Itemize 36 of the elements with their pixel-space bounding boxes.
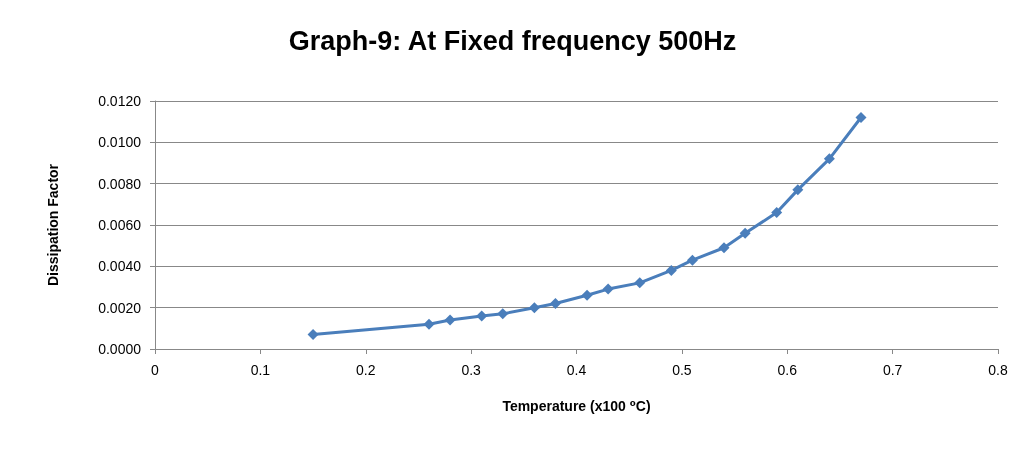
y-tick-label: 0.0120: [98, 93, 142, 109]
point: [444, 314, 456, 326]
y-tick-label: 0.0020: [98, 299, 142, 316]
y-tick-label: 0.0060: [98, 217, 142, 233]
x-tick-label: 0.1: [250, 362, 271, 378]
x-tick-label: 0: [151, 362, 160, 378]
x-tick-label: 0.7: [882, 362, 903, 378]
point: [581, 289, 593, 301]
x-tick-label: 0.8: [988, 362, 1008, 378]
point: [739, 227, 751, 239]
point: [549, 298, 561, 310]
point: [602, 283, 614, 295]
point: [686, 254, 698, 266]
x-tick-label: 0.6: [777, 362, 798, 378]
point: [497, 308, 509, 320]
point: [528, 302, 540, 314]
x-tick-label: 0.5: [672, 362, 692, 378]
point: [634, 277, 646, 289]
point: [855, 112, 867, 124]
x-axis-title: Temperature (x100 ⁰C): [502, 398, 651, 414]
y-tick-label: 0.0080: [98, 175, 142, 192]
y-axis-title: Dissipation Factor: [45, 163, 61, 287]
point: [665, 264, 677, 276]
y-tick-label: 0.0000: [98, 341, 142, 357]
y-tick-label: 0.0040: [98, 258, 142, 275]
chart-title: Graph-9: At Fixed frequency 500Hz: [288, 25, 737, 56]
point: [718, 242, 730, 254]
x-tick-label: 0.4: [566, 362, 587, 378]
point: [823, 153, 835, 165]
point: [307, 329, 319, 341]
point: [792, 184, 804, 196]
x-tick-label: 0.2: [356, 362, 376, 378]
x-tick-label: 0.3: [461, 362, 482, 378]
y-tick-label: 0.0100: [98, 134, 142, 151]
point: [423, 318, 435, 330]
point: [771, 207, 783, 219]
